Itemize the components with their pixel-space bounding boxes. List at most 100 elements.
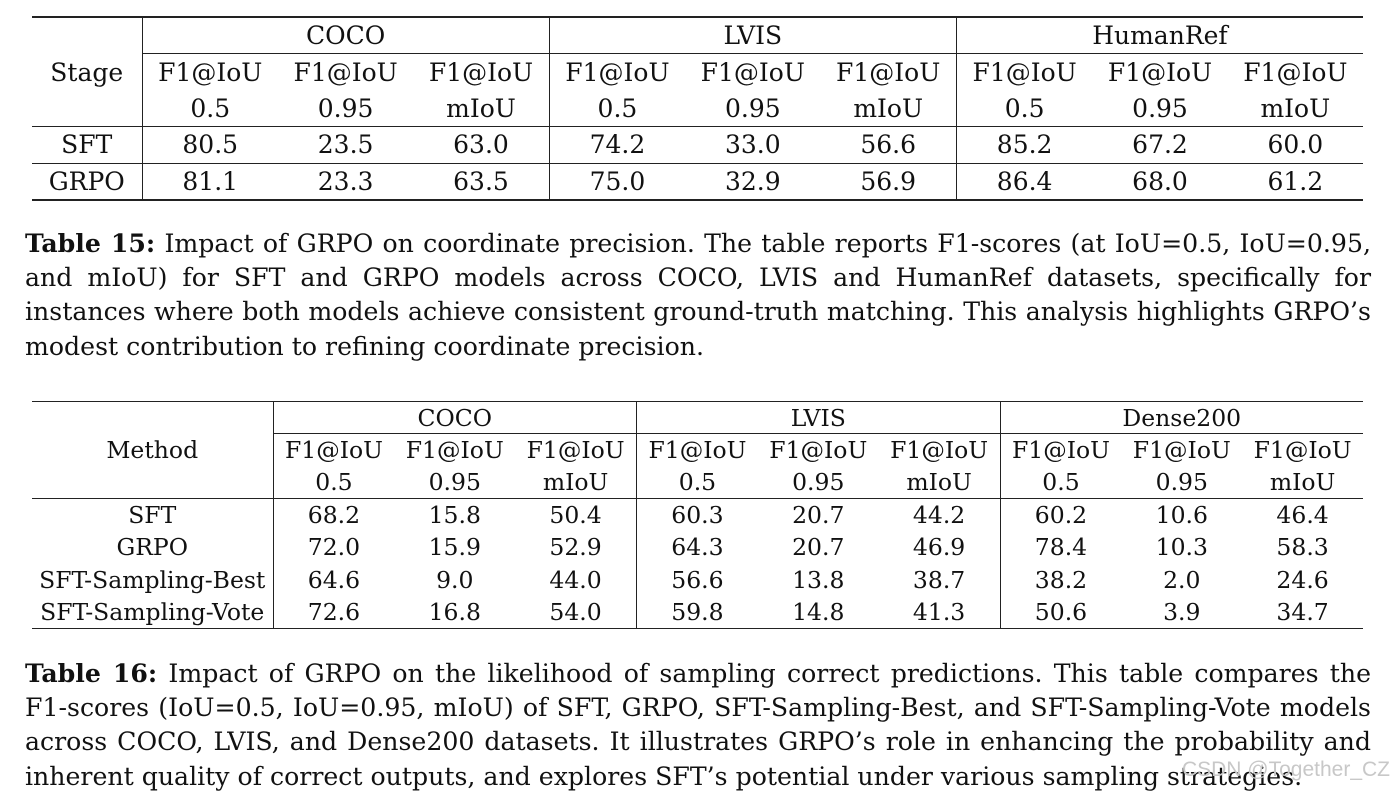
table-16: Method COCO LVIS Dense200 F1@IoU F1@IoU … [32,401,1363,629]
cell: 3.9 [1163,597,1201,626]
metric-threshold: 0.95 [317,93,374,123]
table-row: GRPO 81.1 23.3 63.5 75.0 32.9 56.9 86.4 … [32,163,1363,200]
cell: 56.6 [820,126,957,163]
row-label: SFT-Sampling-Best [32,563,274,596]
caption-text: Impact of GRPO on the likelihood of samp… [25,659,1372,791]
metric-header: F1@IoU [769,436,868,465]
cell: 60.0 [1267,130,1324,160]
group-header-coco: COCO [273,401,638,435]
metric-header: F1@IoU [284,436,383,465]
cell: 75.0 [589,166,646,196]
caption-label: Table 16: [25,658,158,688]
cell: 52.9 [515,531,638,564]
cell: 16.8 [428,597,481,626]
cell: 81.1 [182,166,239,196]
cell: 60.3 [671,501,724,530]
group-header-lvis: LVIS [636,401,1001,435]
caption-label: Table 15: [25,228,156,258]
metric-threshold: 0.5 [190,93,231,123]
table-row: SFT 68.2 15.8 50.4 60.3 20.7 44.2 60.2 1… [32,498,1363,532]
cell: 68.0 [1132,166,1188,196]
metric-threshold: 0.95 [1155,468,1208,497]
metric-threshold: 0.95 [724,93,781,123]
cell: 80.5 [182,130,239,160]
cell: 24.6 [1276,565,1329,594]
row-label: SFT [32,498,274,532]
cell: 60.2 [1034,501,1088,530]
method-header: Method [32,401,274,499]
table-16-caption: Table 16: Impact of GRPO on the likeliho… [25,656,1371,794]
metric-header: F1@IoU [515,433,638,467]
cell: 46.4 [1276,501,1329,530]
table-row: SFT-Sampling-Best 64.6 9.0 44.0 56.6 13.… [32,563,1363,596]
cell: 64.6 [307,565,361,594]
cell: 2.0 [1163,565,1201,594]
cell: 50.4 [515,498,638,532]
cell: 41.3 [878,595,1001,629]
metric-header: F1@IoU [648,436,747,465]
metric-threshold: 0.5 [678,468,717,497]
row-label: SFT-Sampling-Vote [32,595,274,629]
metric-header: F1@IoU [413,53,550,90]
metric-threshold: 0.5 [597,93,638,123]
metric-header: F1@IoU [158,57,263,87]
cell: 85.2 [996,130,1053,160]
cell: 46.9 [878,531,1001,564]
cell: 13.8 [792,565,845,594]
cell: 56.9 [820,163,957,200]
metric-threshold: 0.5 [1004,93,1045,123]
metric-threshold: 0.5 [315,468,353,497]
cell: 34.7 [1276,597,1329,626]
metric-header: F1@IoU [700,57,805,87]
metric-header: F1@IoU [565,57,670,87]
cell: 50.6 [1034,597,1088,626]
row-label: GRPO [32,531,274,564]
metric-header: F1@IoU [1243,57,1348,87]
cell: 23.5 [317,130,374,160]
cell: 9.0 [436,565,474,594]
metric-header: F1@IoU [1253,436,1352,465]
metric-threshold: mIoU [878,466,1001,499]
metric-threshold: mIoU [515,466,638,499]
metric-threshold: 0.5 [1042,468,1080,497]
cell: 86.4 [996,166,1053,196]
cell: 10.3 [1155,533,1208,562]
cell: 61.2 [1267,166,1324,196]
caption-text: Impact of GRPO on coordinate precision. … [25,229,1371,361]
cell: 20.7 [792,501,845,530]
cell: 72.0 [307,533,361,562]
group-header-coco: COCO [142,17,550,54]
metric-header: F1@IoU [1132,436,1231,465]
metric-header: F1@IoU [1107,57,1213,87]
cell: 44.2 [878,498,1001,532]
cell: 78.4 [1034,533,1088,562]
cell: 10.6 [1155,501,1208,530]
table-15: Stage COCO LVIS HumanRef F1@IoU F1@IoU F… [32,16,1363,201]
metric-threshold: mIoU [1269,468,1336,497]
watermark: CSDN @Together_CZ [1181,758,1390,781]
metric-threshold: mIoU [1260,93,1331,123]
metric-threshold: 0.95 [428,468,481,497]
group-header-dense200: Dense200 [1000,401,1363,435]
cell: 38.7 [878,563,1001,596]
row-label: GRPO [32,163,143,200]
cell: 15.9 [428,533,481,562]
metric-threshold: 0.95 [792,468,845,497]
row-label: SFT [32,126,143,163]
cell: 67.2 [1132,130,1188,160]
table-row: SFT 80.5 23.5 63.0 74.2 33.0 56.6 85.2 6… [32,126,1363,163]
metric-threshold: mIoU [820,90,957,127]
stage-header: Stage [32,17,143,127]
metric-header: F1@IoU [820,53,957,90]
cell: 59.8 [671,597,724,626]
metric-header: F1@IoU [293,57,398,87]
cell: 38.2 [1034,565,1088,594]
metric-header: F1@IoU [878,433,1001,467]
cell: 20.7 [792,533,845,562]
cell: 58.3 [1276,533,1329,562]
cell: 63.5 [413,163,550,200]
metric-header: F1@IoU [1011,436,1110,465]
metric-threshold: 0.95 [1132,93,1188,123]
table-15-caption: Table 15: Impact of GRPO on coordinate p… [25,226,1371,364]
cell: 74.2 [589,130,646,160]
